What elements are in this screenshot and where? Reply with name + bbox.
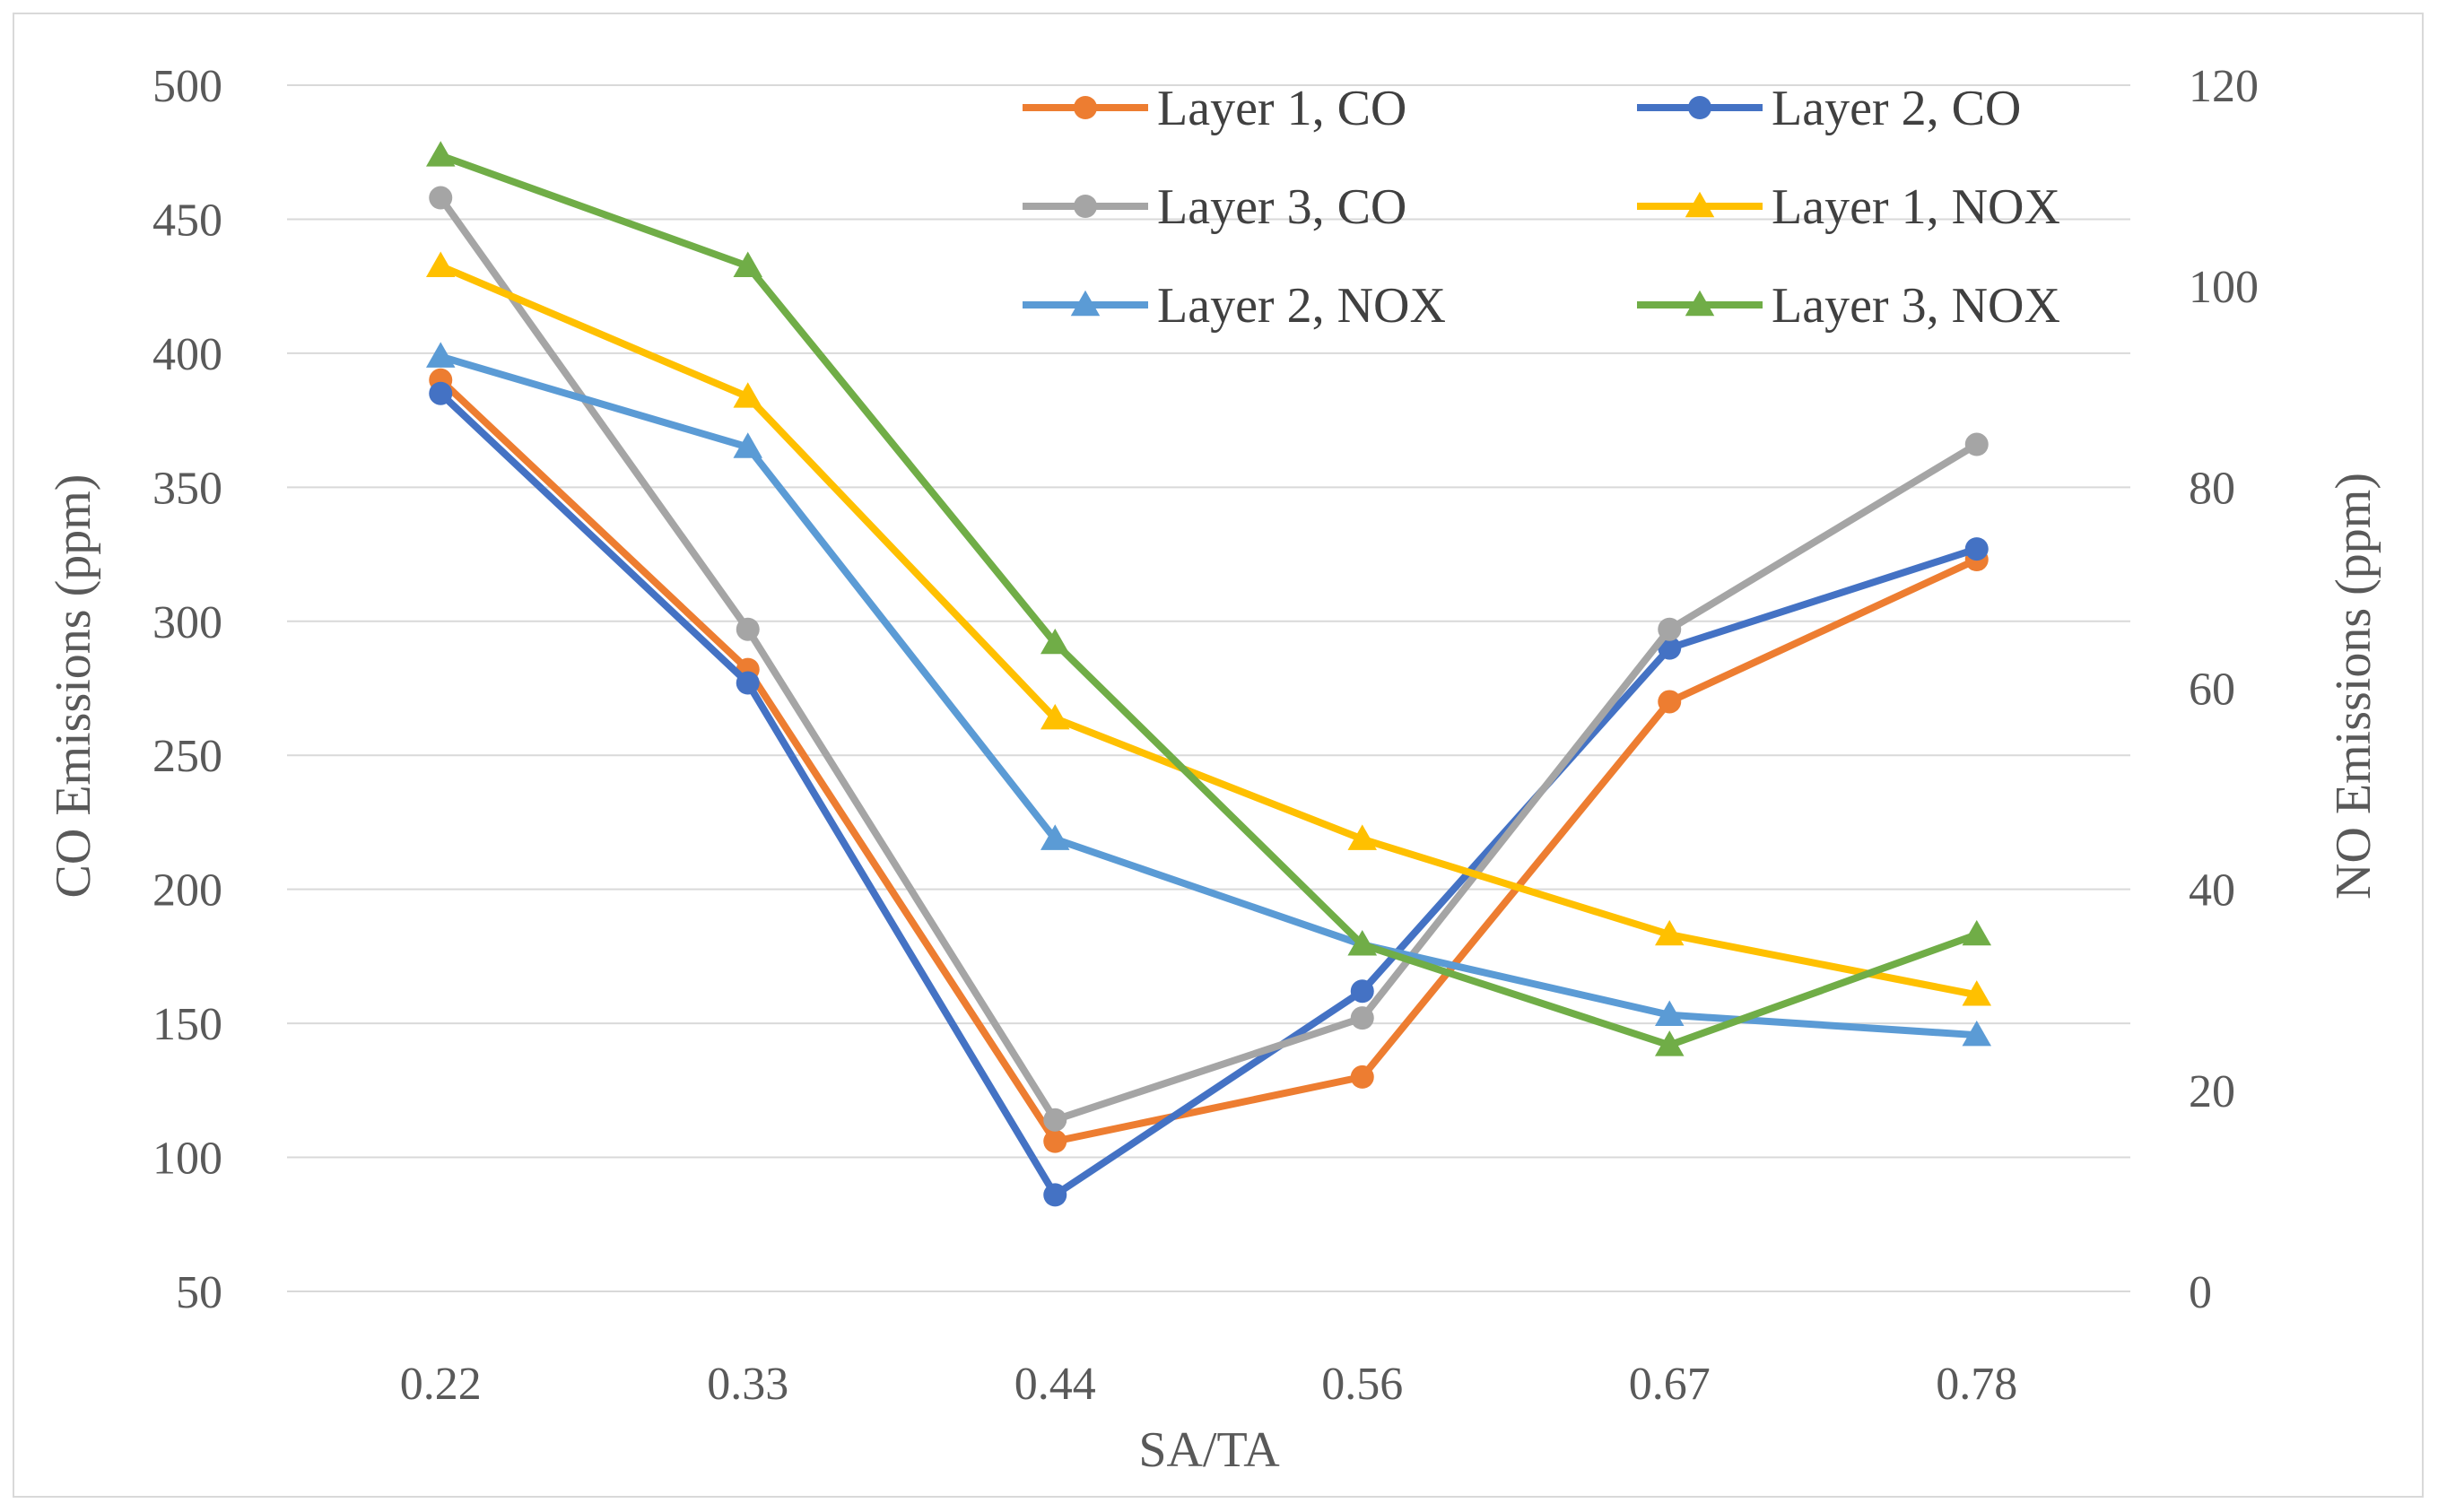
data-point-circle [736,671,760,695]
data-point-circle [1964,432,1989,456]
data-point-circle [1350,1006,1374,1030]
y2-tick-label: 60 [2189,665,2235,716]
data-point-triangle [1041,703,1070,730]
series-line [437,194,1981,1124]
data-point-circle [1688,96,1711,119]
series-layer-3-nox [426,141,1991,1056]
data-point-circle [429,186,453,210]
series-layer-2-nox [426,342,1991,1047]
data-point-circle [1074,96,1097,119]
y2-tick-label: 80 [2189,463,2235,514]
y2-tick-label: 40 [2189,865,2235,917]
data-point-triangle [1962,919,1991,946]
data-point-triangle [1041,824,1070,850]
y-axis-right-title: NO Emissions (ppm) [2326,473,2381,899]
y2-tick-label: 20 [2189,1066,2235,1117]
data-point-circle [1350,1064,1374,1089]
data-point-triangle [1041,628,1070,655]
x-tick-label: 0.78 [1936,1359,2017,1410]
series-layer-1-co [429,368,1989,1153]
legend-item: Layer 2, NOX [1023,278,1446,334]
data-point-triangle [733,382,762,408]
y-tick-label: 150 [152,999,222,1050]
data-point-circle [1043,1108,1067,1132]
data-point-triangle [1347,824,1377,850]
x-tick-label: 0.44 [1014,1359,1096,1410]
data-point-circle [1658,690,1682,714]
y-tick-label: 500 [152,61,222,112]
y-axis-left-ticks: 500 450 400 350 300 250 200 150 100 50 [152,61,222,1318]
legend: Layer 1, CO Layer 2, CO Layer 3, CO Layer 1… [1023,81,2060,334]
legend-label: Layer 2, NOX [1157,278,1446,334]
series-line [437,376,1981,1145]
legend-label: Layer 3, NOX [1772,278,2060,334]
data-point-circle [1658,617,1682,641]
x-axis-title: SA/TA [1138,1422,1280,1478]
data-point-triangle [426,141,456,167]
series-layer-3-co [429,186,1989,1132]
x-tick-label: 0.67 [1629,1359,1711,1410]
y-tick-label: 300 [152,597,222,648]
data-point-triangle [1655,919,1685,946]
data-point-triangle [1962,980,1991,1006]
data-point-circle [1043,1129,1067,1153]
series-layer-1-nox [426,251,1991,1006]
data-point-triangle [733,251,762,277]
y-tick-label: 400 [152,329,222,380]
series-line [437,389,1981,1199]
y-tick-label: 200 [152,865,222,917]
legend-label: Layer 3, CO [1157,179,1406,235]
series-line [437,262,1981,999]
y2-tick-label: 100 [2189,262,2259,313]
y-tick-label: 450 [152,195,222,246]
data-point-circle [1350,979,1374,1004]
y-tick-label: 50 [176,1267,222,1318]
data-point-triangle [1685,191,1715,218]
series-layer [426,141,1991,1207]
y-tick-label: 100 [152,1134,222,1185]
series-line [437,152,1981,1049]
x-tick-label: 0.56 [1321,1359,1403,1410]
y-axis-left-title: CO Emissions (ppm) [46,474,101,899]
legend-label: Layer 1, NOX [1772,179,2060,235]
data-point-circle [1043,1183,1067,1207]
data-point-triangle [1685,290,1715,317]
legend-item: Layer 3, NOX [1637,278,2060,334]
legend-item: Layer 3, CO [1023,179,1406,235]
data-point-triangle [1962,1020,1991,1047]
legend-label: Layer 1, CO [1157,81,1406,136]
gridlines [287,84,2130,1292]
y-tick-label: 350 [152,463,222,514]
y-axis-right-ticks: 120 100 80 60 40 20 0 [2189,61,2259,1318]
data-point-circle [1074,195,1097,218]
y2-tick-label: 120 [2189,61,2259,112]
data-point-triangle [1655,1000,1685,1026]
data-point-circle [429,381,453,405]
legend-item: Layer 2, CO [1637,81,2021,136]
data-point-triangle [733,432,762,458]
y-tick-label: 250 [152,731,222,782]
x-tick-label: 0.22 [400,1359,482,1410]
data-point-triangle [426,251,456,277]
x-axis-ticks: 0.22 0.33 0.44 0.56 0.67 0.78 [400,1359,2018,1410]
data-point-circle [1964,537,1989,561]
data-point-circle [736,617,760,641]
legend-item: Layer 1, NOX [1637,179,2060,235]
series-line [437,352,1981,1039]
y2-tick-label: 0 [2189,1267,2212,1318]
data-point-triangle [426,342,456,368]
data-point-triangle [1655,1030,1685,1056]
data-point-triangle [1347,930,1377,956]
x-tick-label: 0.33 [707,1359,788,1410]
legend-label: Layer 2, CO [1772,81,2021,136]
data-point-triangle [1070,290,1101,317]
legend-item: Layer 1, CO [1023,81,1406,136]
